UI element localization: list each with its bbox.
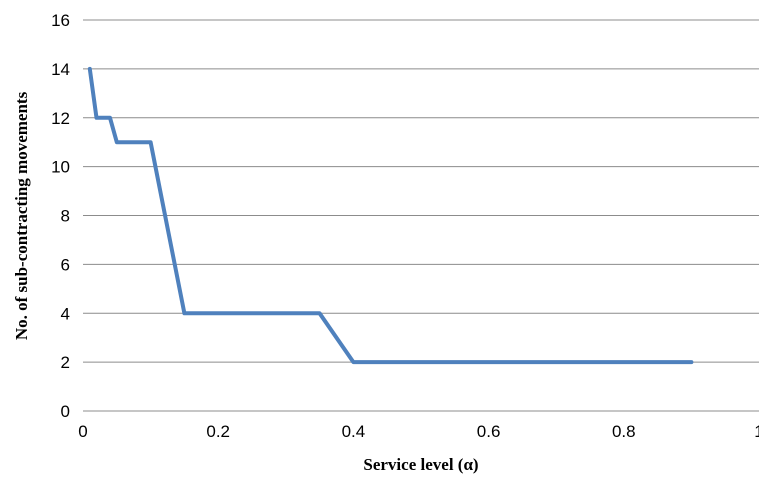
- y-tick-label: 14: [51, 60, 70, 79]
- y-tick-label: 12: [51, 109, 70, 128]
- y-tick-label: 6: [61, 255, 70, 274]
- x-tick-label: 0: [78, 422, 87, 441]
- y-tick-label: 2: [61, 353, 70, 372]
- y-tick-label: 0: [61, 402, 70, 421]
- x-tick-label: 0.2: [206, 422, 230, 441]
- y-tick-label: 8: [61, 207, 70, 226]
- y-axis-title: No. of sub-contracting movements: [12, 91, 31, 340]
- y-tick-label: 16: [51, 11, 70, 30]
- x-axis-title: Service level (α): [363, 455, 478, 474]
- x-tick-label: 0.6: [477, 422, 501, 441]
- x-tick-labels: 0 0.2 0.4 0.6 0.8 1: [78, 422, 759, 441]
- series-line-0: [87, 66, 694, 365]
- y-tick-labels: 0 2 4 6 8 10 12 14 16: [51, 11, 70, 421]
- series-layer: [87, 66, 694, 365]
- x-tick-label: 0.8: [612, 422, 636, 441]
- x-tick-label: 1: [754, 422, 759, 441]
- x-tick-label: 0.4: [342, 422, 366, 441]
- y-tick-label: 10: [51, 158, 70, 177]
- y-tick-label: 4: [61, 304, 70, 323]
